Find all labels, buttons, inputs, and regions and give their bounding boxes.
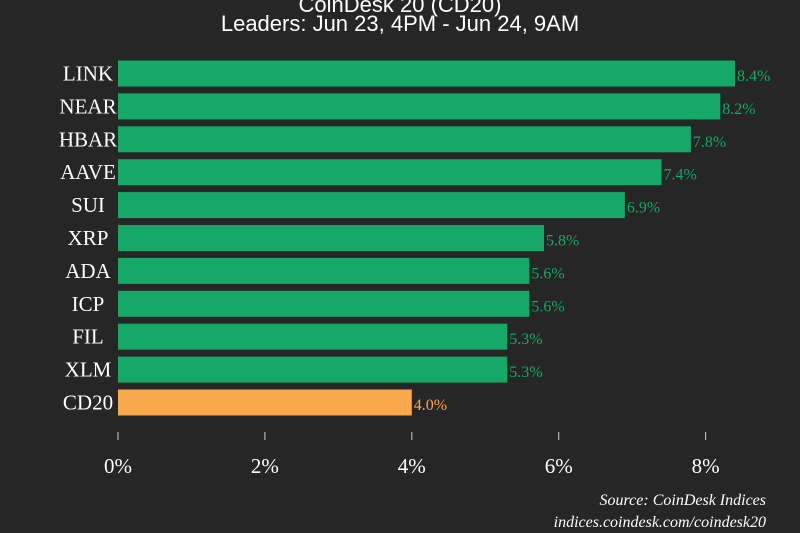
value-label-icp: 5.6%	[531, 298, 564, 315]
category-label-near: NEAR	[59, 94, 116, 118]
value-label-cd20: 4.0%	[414, 397, 447, 414]
bar-aave	[118, 159, 662, 186]
bar-near	[118, 93, 721, 120]
category-label-cd20: CD20	[63, 391, 113, 415]
x-axis: 0% 2% 4% 6% 8%	[104, 432, 720, 478]
category-label-fil: FIL	[72, 325, 104, 349]
chart-subtitle: Leaders: Jun 23, 4PM - Jun 24, 9AM	[221, 11, 579, 36]
bar-fil	[118, 323, 508, 350]
source-line-2: indices.coindesk.com/coindesk20	[554, 514, 766, 531]
bar-sui	[118, 192, 625, 219]
value-label-link: 8.4%	[737, 68, 770, 85]
x-tick-label: 4%	[398, 454, 426, 478]
bar-icp	[118, 290, 530, 317]
bar-ada	[118, 257, 530, 284]
source-line-1: Source: CoinDesk Indices	[600, 492, 766, 509]
category-label-icp: ICP	[72, 292, 105, 316]
x-tick-label: 8%	[692, 454, 720, 478]
category-label-aave: AAVE	[60, 160, 116, 184]
value-label-near: 8.2%	[722, 101, 755, 118]
x-tick-label: 6%	[545, 454, 573, 478]
category-label-link: LINK	[63, 62, 113, 86]
category-label-sui: SUI	[71, 193, 105, 217]
value-label-sui: 6.9%	[627, 200, 660, 217]
bar-xrp	[118, 225, 545, 251]
category-label-ada: ADA	[65, 259, 111, 283]
category-label-xlm: XLM	[65, 358, 112, 382]
bar-link	[118, 60, 735, 87]
value-label-ada: 5.6%	[531, 265, 564, 282]
bar-xlm	[118, 356, 508, 383]
x-tick-label: 0%	[104, 454, 132, 478]
value-label-hbar: 7.8%	[693, 134, 726, 151]
value-label-aave: 7.4%	[664, 167, 697, 184]
bar-hbar	[118, 126, 691, 153]
value-label-fil: 5.3%	[509, 331, 542, 348]
value-label-xrp: 5.8%	[546, 233, 579, 250]
chart-title: CoinDesk 20 (CD20)	[299, 0, 502, 17]
bars-group: LINK 8.4% NEAR 8.2% HBAR 7.8% AAVE 7.4% SUI 6.9% X…	[59, 60, 770, 416]
bar-cd20	[118, 389, 412, 416]
category-label-hbar: HBAR	[59, 127, 117, 151]
category-label-xrp: XRP	[68, 226, 109, 250]
value-label-xlm: 5.3%	[509, 364, 542, 381]
x-tick-label: 2%	[251, 454, 279, 478]
